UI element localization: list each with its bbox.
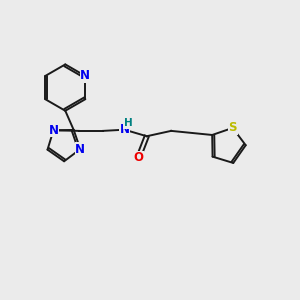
- Text: H: H: [124, 118, 132, 128]
- Text: N: N: [48, 124, 59, 137]
- Text: O: O: [134, 151, 143, 164]
- Text: N: N: [75, 142, 85, 156]
- Text: N: N: [80, 70, 90, 83]
- Text: S: S: [228, 122, 237, 134]
- Text: N: N: [119, 123, 130, 136]
